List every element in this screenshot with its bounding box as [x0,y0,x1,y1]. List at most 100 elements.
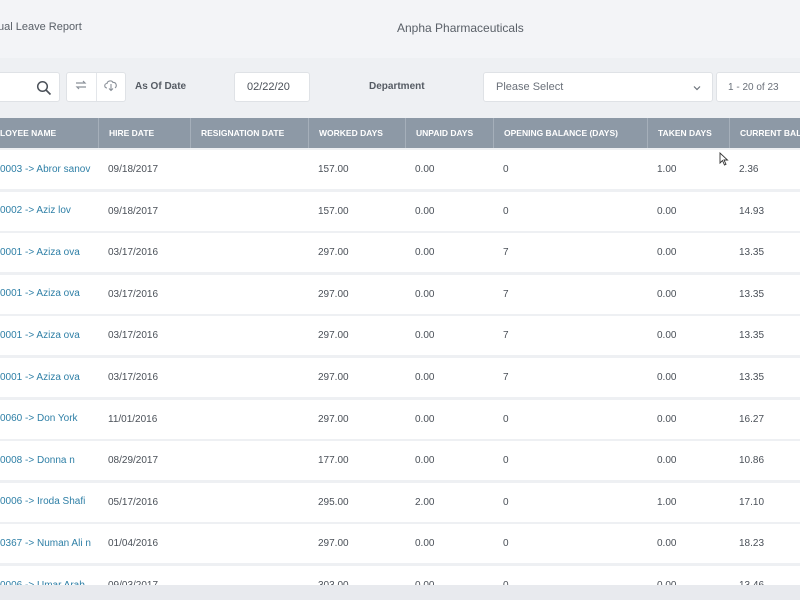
hire-date-cell: 03/17/2016 [108,247,159,259]
worked-days-cell: 297.00 [318,538,349,550]
resignation-date-cell [190,483,308,522]
as-of-date-input[interactable]: 02/22/20 [234,72,310,102]
column-header-taken-days[interactable]: TAKEN DAYS [647,118,730,148]
employee-name-link[interactable]: 0060 -> Don York [0,413,78,425]
employee-name-link[interactable]: 0001 -> Aziza ova [0,371,80,383]
current-balance-cell: 2.36 [739,164,759,175]
hire-date-cell: 01/04/2016 [108,538,159,550]
taken-days-cell: 1.00 [657,164,677,175]
table-row[interactable]: 0367 -> Numan Ali n 01/04/2016 297.00 0.00 0… [0,524,800,564]
column-header-unpaid-days[interactable]: UNPAID DAYS [405,118,494,148]
unpaid-days-cell: 0.00 [415,247,435,259]
taken-days-cell: 0.00 [657,247,677,259]
current-balance-cell: 17.10 [739,496,765,508]
table-row[interactable]: 0001 -> Aziza ova 03/17/2016 297.00 0.00 7 0.… [0,233,800,273]
resignation-date-cell [190,400,308,439]
taken-days-cell: 0.00 [657,372,677,383]
hire-date-cell: 03/17/2016 [108,330,159,342]
hire-date-cell: 08/29/2017 [108,455,159,467]
taken-days-cell: 0.00 [657,455,677,467]
column-header-hire-date[interactable]: HIRE DATE [98,118,191,148]
cloud-download-icon [103,78,119,97]
worked-days-cell: 157.00 [318,164,349,175]
unpaid-days-cell: 0.00 [415,205,435,217]
table-row[interactable]: 0006 -> Umar Arab09/03/2017303.000.0000.… [0,566,800,585]
unpaid-days-cell: 0.00 [415,330,435,342]
resignation-date-cell [190,233,308,272]
refresh-button[interactable] [67,73,96,101]
table-row[interactable]: 0001 -> Aziza ova 03/17/2016 297.00 0.00 7 0.… [0,316,800,356]
refresh-icon [74,78,88,97]
table-row[interactable]: 0002 -> Aziz lov 09/18/2017 157.00 0.00 0 0.0… [0,191,800,231]
worked-days-cell: 303.00 [308,566,405,585]
resignation-date-cell [190,441,308,480]
unpaid-days-cell: 0.00 [415,288,435,300]
export-button[interactable] [95,73,126,101]
report-title: ual Leave Report [0,21,82,33]
worked-days-cell: 297.00 [318,288,349,300]
hire-date-cell: 03/17/2016 [108,288,159,300]
worked-days-cell: 295.00 [318,496,349,508]
worked-days-cell: 297.00 [318,330,349,342]
taken-days-cell: 0.00 [657,413,677,425]
employee-name-link[interactable]: 0001 -> Aziza ova [0,329,80,341]
unpaid-days-cell: 0.00 [405,566,493,585]
unpaid-days-cell: 0.00 [415,538,435,550]
opening-balance-cell: 0 [503,205,509,217]
opening-balance-cell: 7 [503,247,509,259]
unpaid-days-cell: 0.00 [415,164,435,175]
worked-days-cell: 297.00 [318,247,349,259]
filter-toolbar: As Of Date 02/22/20 Department Please Se… [0,58,800,118]
opening-balance-cell: 0 [503,413,509,425]
employee-name-link[interactable]: 0367 -> Numan Ali n [0,537,91,549]
table-row[interactable]: 0006 -> Iroda Shafi 05/17/2016 295.00 2.00 0… [0,482,800,522]
worked-days-cell: 177.00 [318,455,349,467]
employee-name-link[interactable]: 0002 -> Aziz lov [0,205,71,217]
department-select[interactable]: Please Select [483,72,713,102]
table-row[interactable]: 0008 -> Donna n 08/29/2017 177.00 0.00 0 0.00… [0,441,800,481]
search-icon[interactable] [36,80,52,96]
table-row[interactable]: 0001 -> Aziza ova 03/17/2016 297.00 0.00 7 0.… [0,358,800,397]
leave-report-table: LOYEE NAME HIRE DATE RESIGNATION DATE WO… [0,118,800,585]
column-header-employee-name[interactable]: LOYEE NAME [0,128,57,138]
taken-days-cell: 1.00 [657,496,677,508]
current-balance-cell: 13.35 [739,372,765,383]
hire-date-cell: 05/17/2016 [108,496,159,508]
resignation-date-cell [190,192,308,231]
resignation-date-cell [190,316,308,355]
resignation-date-cell [190,275,308,314]
employee-name-link[interactable]: 0001 -> Aziza ova [0,288,80,300]
employee-name-link[interactable]: 0008 -> Donna n [0,454,75,466]
taken-days-cell: 0.00 [657,288,677,300]
search-input[interactable] [0,72,60,102]
table-row[interactable]: 0060 -> Don York 11/01/2016 297.00 0.00 0 0.0… [0,399,800,439]
employee-name-link[interactable]: 0006 -> Umar Arab [0,579,85,586]
table-row[interactable]: 0001 -> Aziza ova 03/17/2016 297.00 0.00 7 0.… [0,274,800,314]
employee-name-link[interactable]: 0003 -> Abror sanov [0,163,91,175]
pagination-info[interactable]: 1 - 20 of 23 [716,72,800,102]
current-balance-cell: 16.27 [739,413,765,425]
hire-date-cell: 09/18/2017 [108,205,159,217]
current-balance-cell: 13.35 [739,247,765,259]
column-header-resignation-date[interactable]: RESIGNATION DATE [190,118,308,148]
table-header: LOYEE NAME HIRE DATE RESIGNATION DATE WO… [0,118,800,148]
opening-balance-cell: 0 [503,538,509,550]
employee-name-link[interactable]: 0006 -> Iroda Shafi [0,496,86,508]
employee-name-link[interactable]: 0001 -> Aziza ova [0,246,80,258]
column-header-current-balance[interactable]: CURRENT BAL [729,118,800,148]
taken-days-cell: 0.00 [657,330,677,342]
action-button-group [66,72,126,102]
taken-days-cell: 0.00 [657,205,677,217]
column-header-opening-balance[interactable]: OPENING BALANCE (DAYS) [493,118,647,148]
opening-balance-cell: 0 [503,164,509,175]
opening-balance-cell: 0 [503,496,509,508]
column-header-worked-days[interactable]: WORKED DAYS [308,118,406,148]
opening-balance-cell: 0 [503,455,509,467]
current-balance-cell: 10.86 [739,455,765,467]
taken-days-cell: 0.00 [647,566,729,585]
unpaid-days-cell: 0.00 [415,372,435,383]
opening-balance-cell: 7 [503,288,509,300]
table-row[interactable]: 0003 -> Abror sanov 09/18/2017 157.00 0.00 0… [0,150,800,189]
hire-date-cell: 09/18/2017 [108,164,159,175]
resignation-date-cell [190,358,308,397]
